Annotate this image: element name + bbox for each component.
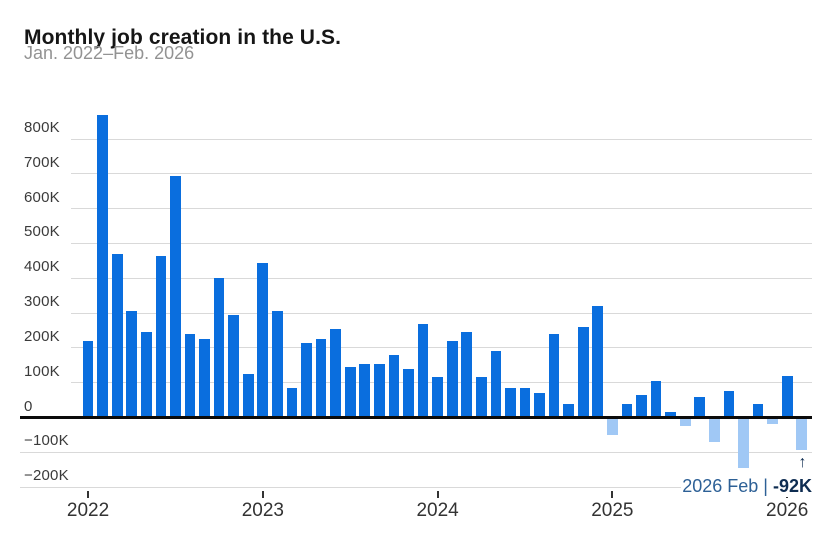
- bar-2026-02: [796, 417, 808, 450]
- bar-2022-04: [126, 311, 138, 419]
- bar-2024-09: [548, 333, 560, 419]
- bar-2026-01: [781, 375, 793, 419]
- bar-2023-08: [359, 363, 371, 419]
- x-axis-year-label: 2025: [591, 500, 634, 521]
- bar-2025-12: [767, 417, 778, 425]
- bar-2024-10: [563, 403, 575, 419]
- bar-2022-10: [213, 278, 225, 419]
- gridline: [71, 277, 812, 279]
- x-axis-tick: [87, 491, 90, 498]
- bar-2025-08: [708, 417, 720, 442]
- bar-2022-03: [111, 253, 123, 419]
- y-axis-label: 0: [24, 397, 33, 415]
- gridline: [71, 242, 812, 244]
- bar-2025-02: [621, 403, 633, 419]
- bar-2024-05: [490, 351, 502, 419]
- y-axis-label: 200K: [24, 327, 60, 345]
- annotation-label: 2026 Feb |: [682, 476, 768, 496]
- x-axis-tick: [611, 491, 614, 498]
- bar-2025-04: [650, 380, 662, 419]
- bar-2022-12: [242, 373, 254, 419]
- bar-2022-09: [199, 339, 210, 419]
- bar-2023-03: [286, 387, 298, 419]
- zero-axis-line: [20, 416, 812, 419]
- bar-2025-06: [679, 417, 691, 427]
- up-arrow-icon: ↑: [798, 454, 807, 471]
- gridline: [20, 486, 812, 488]
- y-axis-label: 100K: [24, 362, 60, 380]
- x-axis-year-label: 2026: [766, 500, 809, 521]
- bar-2025-03: [636, 394, 647, 419]
- bar-2024-04: [475, 377, 487, 419]
- bar-2023-10: [388, 354, 400, 419]
- bar-2025-11: [752, 403, 764, 419]
- y-axis-label: 400K: [24, 258, 60, 276]
- bar-2023-05: [315, 339, 327, 419]
- y-axis-label: 700K: [24, 153, 60, 171]
- bar-2024-12: [592, 306, 604, 419]
- y-axis-label: 500K: [24, 223, 60, 241]
- bar-2023-12: [417, 323, 429, 419]
- bar-2024-08: [534, 393, 545, 419]
- bar-2024-01: [432, 377, 443, 419]
- bar-2025-07: [694, 396, 706, 419]
- bar-2023-11: [403, 368, 414, 419]
- bar-2025-01: [607, 417, 618, 435]
- bar-2024-11: [577, 326, 589, 419]
- bar-2023-09: [374, 363, 385, 419]
- gridline: [71, 347, 812, 349]
- bar-2023-02: [272, 311, 283, 419]
- y-axis-label: −200K: [24, 467, 69, 485]
- bar-2024-03: [461, 332, 473, 419]
- gridline: [20, 451, 812, 453]
- y-axis-label: −100K: [24, 432, 69, 450]
- x-axis-tick: [436, 491, 439, 498]
- gridline: [71, 208, 812, 210]
- x-axis-year-label: 2024: [416, 500, 459, 521]
- page-title: Monthly job creation in the U.S.: [24, 26, 342, 50]
- bar-2025-05: [665, 412, 676, 419]
- bar-2022-01: [82, 340, 94, 419]
- bar-2022-05: [140, 332, 152, 419]
- y-axis-label: 600K: [24, 188, 60, 206]
- page-subtitle: Jan. 2022–Feb. 2026: [24, 43, 195, 63]
- bar-2024-06: [505, 387, 516, 419]
- bar-2025-10: [738, 417, 749, 468]
- bar-2023-04: [301, 342, 312, 419]
- gridline: [71, 312, 812, 314]
- gridline: [71, 138, 812, 140]
- bar-2024-02: [446, 340, 458, 419]
- bar-2022-07: [170, 175, 181, 419]
- x-axis-year-label: 2023: [241, 500, 284, 521]
- x-axis-year-label: 2022: [66, 500, 110, 521]
- bar-2025-09: [723, 391, 735, 419]
- bar-2023-07: [344, 367, 356, 419]
- bar-2024-07: [519, 387, 531, 419]
- annotation-latest-value: 2026 Feb | -92K: [681, 475, 813, 497]
- bar-2022-08: [184, 333, 196, 419]
- bar-2022-06: [155, 255, 167, 419]
- bar-2022-02: [97, 114, 108, 419]
- y-axis-label: 800K: [24, 119, 60, 137]
- gridline: [71, 173, 812, 175]
- bar-2023-01: [257, 262, 269, 419]
- bar-2022-11: [228, 314, 240, 419]
- y-axis-label: 300K: [24, 293, 60, 311]
- x-axis-tick: [261, 491, 264, 498]
- bar-2023-06: [330, 328, 341, 419]
- annotation-value: -92K: [772, 476, 812, 496]
